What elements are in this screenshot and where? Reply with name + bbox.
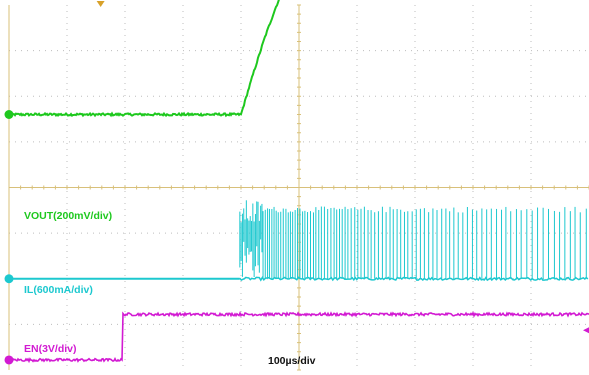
channel-4-marker [4, 110, 14, 119]
waveform-traces [8, 0, 589, 364]
vout-label: VOUT(200mV/div) [24, 210, 112, 222]
trigger-position-icon [96, 1, 105, 7]
trigger-level-icon [583, 327, 589, 334]
il-label: IL(600mA/div) [24, 284, 93, 296]
channel-markers [4, 110, 589, 365]
en-trace [8, 310, 589, 364]
vout-trace [8, 0, 280, 118]
graticule [9, 5, 589, 370]
center-axes [8, 1, 589, 371]
en-label: EN(3V/div) [24, 343, 77, 355]
trace-labels: VOUT(200mV/div) IL(600mA/div) EN(3V/div)… [24, 210, 316, 367]
channel-2-marker [4, 274, 14, 284]
timebase-label: 100µs/div [268, 355, 316, 367]
channel-3-marker [4, 355, 14, 365]
il-pulse-train [262, 206, 587, 279]
il-startup-burst [239, 200, 263, 277]
